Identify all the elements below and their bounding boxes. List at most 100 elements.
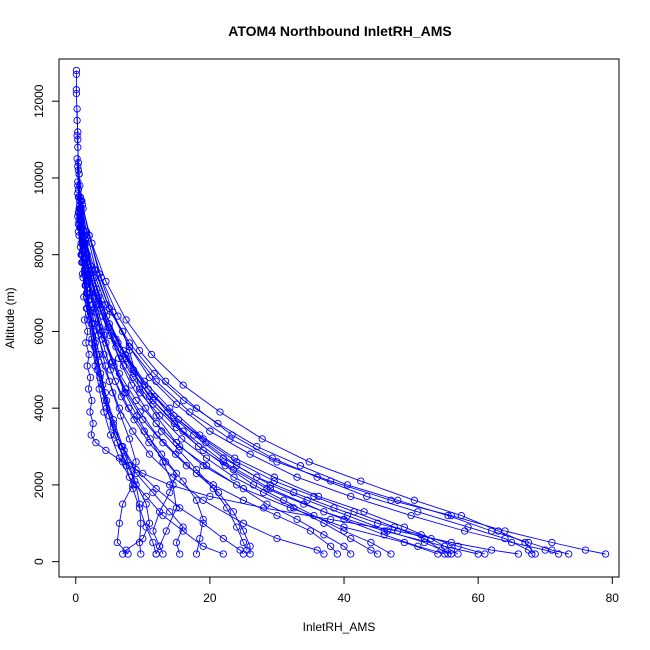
data-point xyxy=(121,350,130,359)
data-point xyxy=(343,481,352,489)
data-point xyxy=(73,105,81,113)
data-point xyxy=(88,239,96,247)
data-point xyxy=(122,316,130,324)
data-point xyxy=(233,462,241,470)
data-point xyxy=(314,492,323,501)
data-point xyxy=(149,527,157,535)
data-point xyxy=(192,465,201,474)
data-point xyxy=(80,316,89,324)
y-axis-label: Altitude (m) xyxy=(3,287,17,348)
x-axis-label: InletRH_AMS xyxy=(303,620,376,634)
data-point xyxy=(88,300,97,309)
data-point xyxy=(420,534,429,543)
data-point xyxy=(111,431,119,439)
data-point xyxy=(100,408,108,416)
data-point xyxy=(115,519,124,527)
data-point xyxy=(347,550,355,558)
data-point xyxy=(239,527,248,535)
data-point xyxy=(531,550,539,558)
x-tick-label: 60 xyxy=(471,591,485,605)
data-point xyxy=(149,538,157,547)
data-point xyxy=(258,435,266,443)
data-point xyxy=(293,515,301,524)
data-point xyxy=(383,527,392,535)
data-point xyxy=(347,534,355,543)
data-point xyxy=(554,550,563,558)
data-point xyxy=(407,511,415,520)
data-point xyxy=(77,197,85,205)
data-point xyxy=(73,132,81,140)
data-point xyxy=(155,508,164,516)
data-point xyxy=(112,335,120,343)
data-point xyxy=(125,462,134,470)
data-point xyxy=(226,435,234,443)
data-point xyxy=(72,86,81,94)
data-point xyxy=(106,431,115,439)
data-point xyxy=(127,381,136,389)
data-point xyxy=(92,439,100,447)
data-point xyxy=(581,546,590,554)
data-point xyxy=(176,442,184,451)
data-point xyxy=(179,427,187,435)
data-point xyxy=(239,485,248,493)
data-point xyxy=(162,527,170,535)
data-point xyxy=(129,366,138,374)
data-point xyxy=(253,473,261,481)
data-point xyxy=(72,66,81,75)
data-point xyxy=(233,481,241,489)
data-point xyxy=(74,162,82,171)
data-point xyxy=(109,358,117,366)
data-point xyxy=(199,446,207,455)
data-point xyxy=(310,492,318,501)
data-point xyxy=(454,542,462,550)
data-point xyxy=(233,458,241,466)
data-point xyxy=(166,508,174,516)
data-point xyxy=(464,523,472,531)
data-point xyxy=(290,504,298,512)
data-point xyxy=(132,465,140,474)
data-point xyxy=(360,508,368,516)
data-point xyxy=(179,381,187,389)
data-point xyxy=(199,515,207,524)
data-point xyxy=(96,373,104,382)
data-point xyxy=(137,550,145,558)
data-point xyxy=(387,550,395,558)
x-tick-label: 20 xyxy=(203,591,217,605)
data-point xyxy=(246,450,254,458)
data-point xyxy=(350,508,358,516)
data-point xyxy=(239,538,248,547)
series-line-14 xyxy=(77,197,251,554)
data-point xyxy=(124,550,132,558)
data-point xyxy=(153,431,161,439)
series-line-24 xyxy=(82,208,536,555)
data-point xyxy=(219,534,227,543)
data-point xyxy=(179,477,187,485)
data-point xyxy=(109,389,117,397)
data-point xyxy=(166,488,174,497)
x-tick-label: 40 xyxy=(337,591,351,605)
data-point xyxy=(229,508,238,516)
data-point xyxy=(157,427,166,435)
y-tick-label: 4000 xyxy=(32,395,46,422)
data-point xyxy=(144,385,152,393)
y-tick-label: 8000 xyxy=(32,241,46,268)
data-point xyxy=(117,412,125,420)
data-point xyxy=(152,485,160,493)
data-point xyxy=(410,496,419,504)
data-point xyxy=(233,523,241,531)
data-point xyxy=(296,462,305,470)
data-point xyxy=(114,312,122,320)
data-point xyxy=(202,439,210,447)
data-point xyxy=(111,377,119,385)
data-point xyxy=(196,534,204,543)
data-point xyxy=(125,339,134,347)
data-point xyxy=(221,462,229,470)
series-line-7 xyxy=(77,212,244,555)
y-tick-label: 12000 xyxy=(32,84,46,118)
data-point xyxy=(172,538,181,547)
data-point xyxy=(414,508,422,516)
data-point xyxy=(313,473,321,481)
data-point xyxy=(78,258,86,267)
data-point xyxy=(137,519,145,527)
series-line-8 xyxy=(79,227,338,555)
